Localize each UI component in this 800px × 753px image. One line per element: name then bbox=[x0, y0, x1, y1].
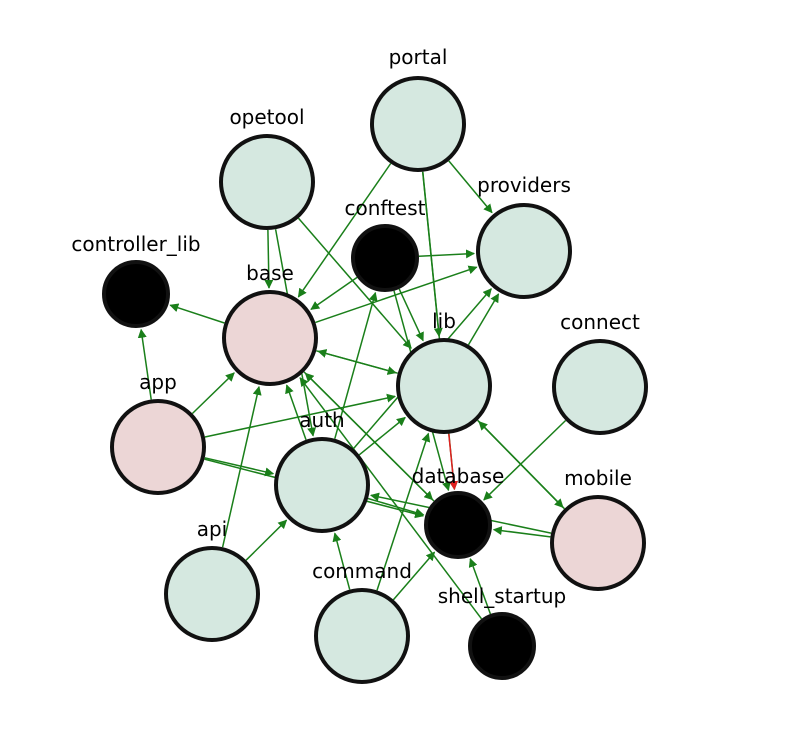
edge-shell_startup-to-database bbox=[468, 557, 492, 615]
node-api[interactable] bbox=[164, 546, 260, 642]
edge-command-to-database bbox=[392, 551, 436, 601]
node-base[interactable] bbox=[222, 290, 318, 386]
node-label-mobile: mobile bbox=[564, 466, 632, 490]
edge-mobile-to-lib bbox=[478, 421, 565, 510]
edge-auth-to-lib bbox=[358, 416, 406, 456]
node-providers[interactable] bbox=[476, 203, 572, 299]
edge-app-to-auth bbox=[204, 457, 275, 477]
edge-lib-to-providers bbox=[467, 293, 500, 346]
node-database[interactable] bbox=[424, 491, 492, 559]
node-label-connect: connect bbox=[560, 310, 640, 334]
node-lib[interactable] bbox=[396, 338, 492, 434]
edge-command-to-auth bbox=[332, 532, 351, 590]
node-opetool[interactable] bbox=[219, 134, 315, 230]
node-label-command: command bbox=[312, 559, 412, 583]
node-portal[interactable] bbox=[370, 76, 466, 172]
edge-conftest-to-providers bbox=[418, 249, 475, 259]
edge-api-to-base bbox=[221, 385, 262, 548]
edge-api-to-auth bbox=[245, 519, 288, 561]
edge-app-to-lib bbox=[204, 393, 396, 438]
edge-auth-to-base bbox=[285, 384, 307, 440]
node-label-shell_startup: shell_startup bbox=[438, 584, 566, 608]
edges-layer bbox=[137, 160, 567, 620]
edge-shell_startup-to-base bbox=[299, 377, 483, 620]
node-app[interactable] bbox=[110, 399, 206, 495]
edge-app-to-controller_lib bbox=[137, 328, 152, 400]
node-conftest[interactable] bbox=[351, 224, 419, 292]
node-label-controller_lib: controller_lib bbox=[71, 232, 200, 256]
edge-command-to-lib bbox=[376, 432, 431, 591]
node-label-base: base bbox=[246, 261, 294, 285]
edge-opetool-to-lib bbox=[297, 217, 412, 349]
edge-conftest-to-lib bbox=[398, 288, 424, 342]
edge-connect-to-database bbox=[483, 419, 567, 501]
node-shell_startup[interactable] bbox=[468, 612, 536, 680]
edge-database-to-base bbox=[304, 372, 435, 502]
node-label-app: app bbox=[139, 370, 177, 394]
node-label-portal: portal bbox=[389, 45, 448, 69]
edge-auth-to-conftest bbox=[334, 291, 378, 439]
edge-base-to-controller_lib bbox=[169, 303, 225, 324]
node-mobile[interactable] bbox=[550, 495, 646, 591]
edge-portal-to-providers bbox=[448, 160, 493, 214]
node-connect[interactable] bbox=[552, 339, 648, 435]
edge-mobile-to-database bbox=[492, 526, 551, 538]
node-auth[interactable] bbox=[274, 437, 370, 533]
edge-lib-to-base bbox=[317, 349, 398, 374]
labels-layer: portal opetool providers conftest controller… bbox=[71, 45, 640, 608]
edge-opetool-to-base bbox=[264, 229, 274, 289]
edge-lib-to-database bbox=[448, 433, 459, 491]
edge-conftest-to-base bbox=[310, 276, 358, 311]
edge-app-to-base bbox=[191, 372, 235, 415]
node-controller_lib[interactable] bbox=[102, 260, 170, 328]
nodes-layer bbox=[102, 76, 648, 684]
node-label-api: api bbox=[197, 517, 228, 541]
node-command[interactable] bbox=[314, 588, 410, 684]
node-label-providers: providers bbox=[477, 173, 571, 197]
node-label-conftest: conftest bbox=[344, 196, 425, 220]
node-label-lib: lib bbox=[432, 309, 456, 333]
node-label-auth: auth bbox=[299, 408, 344, 432]
edge-base-to-providers bbox=[315, 265, 478, 324]
node-label-database: database bbox=[412, 464, 505, 488]
edge-portal-to-base bbox=[297, 163, 392, 298]
node-label-opetool: opetool bbox=[229, 105, 304, 129]
